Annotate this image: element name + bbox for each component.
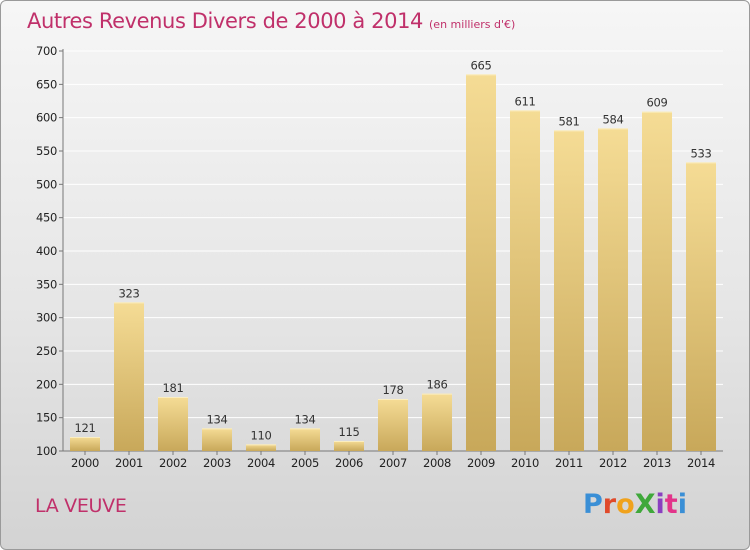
x-tick-label: 2008 <box>423 456 451 470</box>
data-label: 584 <box>602 112 623 126</box>
bar-2008 <box>422 393 452 451</box>
y-tick-label: 150 <box>36 411 57 425</box>
x-tick-label: 2002 <box>159 456 187 470</box>
logo-letter: r <box>602 489 617 520</box>
bar-2010 <box>510 110 540 451</box>
bars <box>70 74 716 452</box>
x-tick-label: 2004 <box>247 456 275 470</box>
y-tick-label: 600 <box>36 111 57 125</box>
logo-letter: o <box>616 489 635 520</box>
x-tick-label: 2007 <box>379 456 407 470</box>
chart-title-main: Autres Revenus Divers de 2000 à 2014 <box>27 9 424 33</box>
data-label: 581 <box>558 114 579 128</box>
bar-2003 <box>202 428 232 451</box>
bar-2004 <box>246 444 276 451</box>
y-tick-label: 350 <box>36 277 57 291</box>
bar-2013 <box>642 111 672 452</box>
data-label: 533 <box>690 146 711 160</box>
x-tick-label: 2011 <box>555 456 583 470</box>
logo-letter: P <box>583 489 603 520</box>
y-tick-label: 100 <box>36 444 57 458</box>
bar-2012 <box>598 128 628 451</box>
x-tick-label: 2010 <box>511 456 539 470</box>
y-tick-label: 650 <box>36 77 57 91</box>
x-tick-label: 2014 <box>687 456 715 470</box>
data-label: 609 <box>646 96 667 110</box>
x-tick-label: 2006 <box>335 456 363 470</box>
x-tick-label: 2000 <box>71 456 99 470</box>
x-tick-label: 2009 <box>467 456 495 470</box>
y-tick-label: 550 <box>36 144 57 158</box>
x-tick-label: 2005 <box>291 456 319 470</box>
bar-2011 <box>554 130 584 452</box>
chart-title: Autres Revenus Divers de 2000 à 2014 (en … <box>27 9 515 33</box>
data-label: 181 <box>162 381 183 395</box>
bar-2002 <box>158 397 188 451</box>
x-tick-label: 2001 <box>115 456 143 470</box>
data-label: 110 <box>250 428 271 442</box>
y-tick-label: 500 <box>36 177 57 191</box>
bar-2009 <box>466 74 496 451</box>
bar-2001 <box>114 302 144 451</box>
x-tick-label: 2013 <box>643 456 671 470</box>
data-label: 115 <box>338 425 359 439</box>
y-tick-label: 450 <box>36 211 57 225</box>
chart-title-unit: (en milliers d'€) <box>429 18 516 31</box>
data-label: 665 <box>470 58 491 72</box>
data-label: 178 <box>382 383 403 397</box>
data-label: 611 <box>514 94 535 108</box>
y-tick-label: 700 <box>36 44 57 58</box>
logo-letter: t <box>664 489 678 520</box>
bar-2006 <box>334 441 364 451</box>
bar-2005 <box>290 428 320 451</box>
y-tick-label: 200 <box>36 377 57 391</box>
y-tick-label: 300 <box>36 311 57 325</box>
bar-2014 <box>686 162 716 452</box>
data-label: 121 <box>74 421 95 435</box>
bar-2000 <box>70 437 100 451</box>
logo-letter: X <box>634 489 656 520</box>
proxiti-logo: ProXiti <box>583 489 687 520</box>
logo-letter: i <box>677 489 687 520</box>
bar-2007 <box>378 399 408 451</box>
data-label: 134 <box>206 412 227 426</box>
commune-name: LA VEUVE <box>35 495 127 517</box>
x-tick-label: 2012 <box>599 456 627 470</box>
logo-letter: i <box>655 489 665 520</box>
y-tick-label: 250 <box>36 344 57 358</box>
data-label: 186 <box>426 378 447 392</box>
labels: 100 150 200 250 300 350 400 450 500 550 600 650 700 1… <box>36 44 715 470</box>
data-label: 323 <box>118 286 139 300</box>
data-label: 134 <box>294 412 315 426</box>
x-tick-label: 2003 <box>203 456 231 470</box>
y-tick-label: 400 <box>36 244 57 258</box>
